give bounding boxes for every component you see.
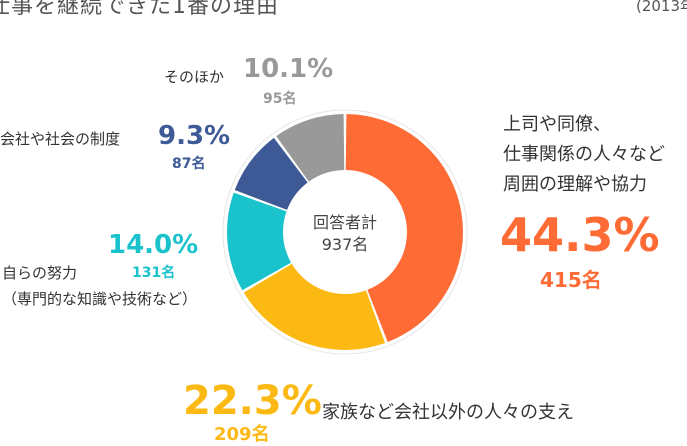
slice-4-count: 95名 xyxy=(263,91,297,107)
slice-0-label: 上司や同僚、 仕事関係の人々など 周囲の理解や協力 xyxy=(503,110,665,200)
slice-0-count: 415名 xyxy=(540,268,602,292)
donut-center: 回答者計 937名 xyxy=(285,212,405,256)
slice-1-percent: 22.3% xyxy=(183,378,322,424)
page-title: 仕事を継続できた1番の理由 xyxy=(0,0,279,19)
slice-2-label-line-1: 自らの努力 xyxy=(2,264,78,282)
center-label: 回答者計 xyxy=(312,213,377,232)
slice-0-percent: 44.3% xyxy=(500,208,660,262)
slice-0-label-line-2: 仕事関係の人々など xyxy=(503,144,665,165)
slice-3-label: 会社や社会の制度 xyxy=(0,130,121,148)
slice-3-count: 87名 xyxy=(172,156,206,172)
slice-4-label: そのほか xyxy=(164,68,225,86)
slice-2-label-line-2: （専門的な知識や技術など） xyxy=(2,290,198,308)
donut-slice-3 xyxy=(234,137,308,210)
center-total: 937名 xyxy=(321,235,369,254)
donut-chart xyxy=(222,109,468,355)
donut-slice-1 xyxy=(243,263,386,350)
slice-1-label: 家族など会社以外の人々の支え xyxy=(322,402,574,423)
year-label: (2013年 xyxy=(635,0,687,15)
donut-slice-2 xyxy=(226,192,292,291)
slice-2-label: 自らの努力 （専門的な知識や技術など） xyxy=(2,260,197,312)
donut-slice-4 xyxy=(276,114,345,182)
slice-1-count: 209名 xyxy=(214,424,270,445)
slice-2-count: 131名 xyxy=(132,265,176,281)
donut-slice-0 xyxy=(345,114,463,343)
slice-3-percent: 9.3% xyxy=(158,121,231,151)
slice-0-label-line-3: 周囲の理解や協力 xyxy=(503,174,647,195)
donut-slices xyxy=(226,114,463,350)
slice-0-label-line-1: 上司や同僚、 xyxy=(503,114,611,135)
slice-2-percent: 14.0% xyxy=(108,230,199,260)
slice-4-percent: 10.1% xyxy=(243,54,334,84)
